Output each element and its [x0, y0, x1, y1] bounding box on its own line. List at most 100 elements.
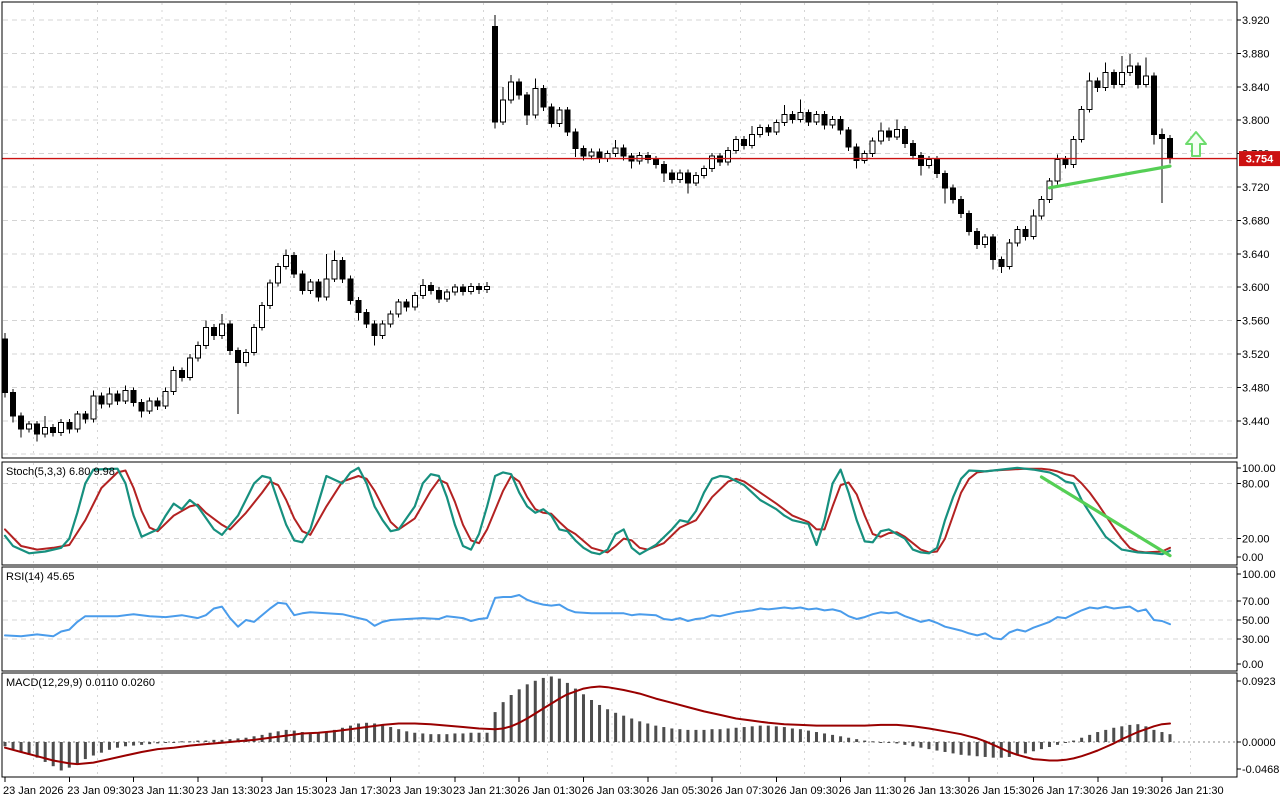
candle[interactable] [829, 116, 836, 129]
candle[interactable] [34, 420, 41, 442]
candle[interactable] [315, 278, 322, 302]
candle[interactable] [885, 127, 892, 142]
candle[interactable] [122, 385, 129, 405]
candle[interactable] [130, 387, 137, 407]
candle[interactable] [877, 122, 884, 145]
candle[interactable] [660, 161, 667, 182]
candle[interactable] [114, 390, 121, 405]
candle[interactable] [741, 136, 748, 150]
candle[interactable] [990, 233, 997, 270]
candle[interactable] [1094, 77, 1101, 92]
candle[interactable] [548, 103, 555, 128]
candle[interactable] [668, 169, 675, 184]
candle[interactable] [837, 116, 844, 135]
candle[interactable] [251, 323, 258, 356]
candle[interactable] [154, 397, 161, 410]
candle[interactable] [1110, 69, 1117, 89]
candle[interactable] [379, 320, 386, 339]
candle[interactable] [427, 282, 434, 295]
candle[interactable] [484, 282, 491, 294]
candle[interactable] [644, 151, 651, 164]
candle[interactable] [339, 257, 346, 284]
candle[interactable] [1086, 72, 1093, 113]
macd-indicator-layer[interactable] [3, 676, 1172, 771]
candle[interactable] [1078, 106, 1085, 143]
candle[interactable] [580, 145, 587, 161]
candle[interactable] [1022, 226, 1029, 241]
candle[interactable] [235, 347, 242, 415]
candle[interactable] [765, 124, 772, 137]
candle[interactable] [2, 333, 8, 398]
candle[interactable] [524, 91, 531, 126]
candles-layer[interactable] [2, 14, 1174, 442]
candle[interactable] [612, 140, 619, 157]
candle[interactable] [275, 262, 282, 287]
candle[interactable] [347, 275, 354, 305]
candle[interactable] [508, 75, 515, 104]
candle[interactable] [1006, 238, 1013, 270]
candle[interactable] [331, 250, 338, 283]
candle[interactable] [459, 283, 466, 296]
candle[interactable] [90, 390, 97, 423]
candle[interactable] [966, 210, 973, 236]
candle[interactable] [620, 144, 627, 161]
candle[interactable] [516, 78, 523, 100]
candle[interactable] [998, 256, 1005, 274]
candle[interactable] [355, 297, 362, 321]
candle[interactable] [733, 136, 740, 154]
candle[interactable] [363, 308, 370, 329]
candle[interactable] [194, 341, 201, 362]
candle[interactable] [1046, 177, 1053, 203]
candle[interactable] [387, 310, 394, 328]
candle[interactable] [781, 105, 788, 127]
candle[interactable] [419, 278, 426, 299]
candle[interactable] [901, 126, 908, 148]
candle[interactable] [709, 152, 716, 172]
candle[interactable] [749, 126, 756, 149]
candle[interactable] [138, 399, 145, 418]
candle[interactable] [869, 137, 876, 157]
candle[interactable] [468, 283, 475, 295]
candle[interactable] [1070, 136, 1077, 168]
candle[interactable] [917, 151, 924, 176]
candle[interactable] [371, 320, 378, 346]
candle[interactable] [909, 140, 916, 160]
candle[interactable] [259, 302, 266, 331]
candle[interactable] [676, 169, 683, 183]
candle[interactable] [797, 99, 804, 123]
candle[interactable] [82, 410, 89, 424]
candle[interactable] [162, 387, 169, 410]
candle[interactable] [540, 85, 547, 112]
rsi-indicator-layer[interactable] [4, 594, 1171, 641]
candle[interactable] [757, 124, 764, 138]
candle[interactable] [1142, 57, 1149, 88]
candle[interactable] [443, 288, 450, 303]
candle[interactable] [1118, 55, 1125, 88]
candle[interactable] [588, 148, 595, 160]
candle[interactable] [572, 128, 579, 157]
candle[interactable] [42, 415, 49, 438]
candle[interactable] [299, 270, 306, 295]
candle[interactable] [701, 165, 708, 179]
candle[interactable] [26, 420, 33, 433]
candle[interactable] [725, 146, 732, 166]
price-divergence-trendline[interactable] [1047, 164, 1172, 190]
candle[interactable] [492, 14, 499, 129]
stoch-divergence-trendline[interactable] [1039, 475, 1172, 558]
candle[interactable] [435, 287, 442, 304]
candle[interactable] [218, 313, 225, 339]
candle[interactable] [146, 397, 153, 415]
candle[interactable] [307, 278, 314, 294]
candle[interactable] [1030, 209, 1037, 240]
candle[interactable] [942, 170, 949, 204]
candle[interactable] [1158, 128, 1165, 203]
candle[interactable] [853, 143, 860, 169]
candle[interactable] [106, 387, 113, 408]
candle[interactable] [50, 424, 57, 437]
candle[interactable] [861, 150, 868, 164]
candle[interactable] [395, 298, 402, 318]
candle[interactable] [18, 412, 25, 438]
candle[interactable] [532, 78, 539, 119]
candle[interactable] [893, 119, 900, 141]
